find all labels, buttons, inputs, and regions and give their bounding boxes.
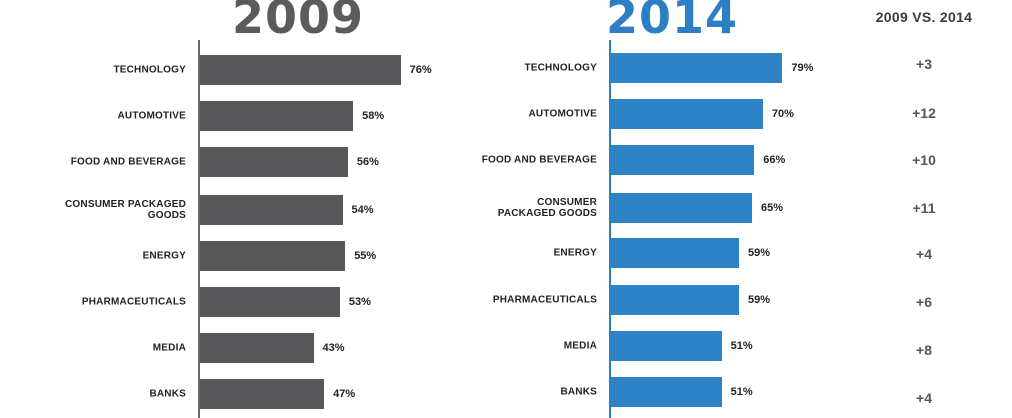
category-label-2014: TECHNOLOGY <box>524 62 597 74</box>
category-label-2009: PHARMACEUTICALS <box>81 296 186 308</box>
bar-2014 <box>611 99 763 129</box>
value-label-2009: 47% <box>333 388 356 400</box>
comparison-title: 2009 VS. 2014 <box>875 9 973 25</box>
bar-2009 <box>200 287 340 317</box>
category-label-2009: CONSUMER PACKAGED GOODS <box>65 199 186 221</box>
value-label-2014: 70% <box>771 108 794 120</box>
value-label-2009: 76% <box>409 64 432 76</box>
bar-2014 <box>611 145 755 175</box>
axis-line-2009 <box>198 40 200 418</box>
axis-line-2014 <box>609 40 611 418</box>
category-label-2014: AUTOMOTIVE <box>528 108 597 120</box>
bar-2009 <box>200 55 401 85</box>
value-label-2009: 43% <box>322 342 345 354</box>
bar-2014 <box>611 331 722 361</box>
value-label-2014: 79% <box>791 62 814 74</box>
change-label: +10 <box>912 152 936 168</box>
category-label-2009: MEDIA <box>152 342 186 354</box>
category-label-2014: BANKS <box>560 386 597 398</box>
change-label: +6 <box>916 294 932 310</box>
change-label: +4 <box>916 390 932 406</box>
title-2014: 2014 <box>606 0 739 44</box>
value-label-2009: 55% <box>354 250 377 262</box>
bar-2014 <box>611 193 753 223</box>
category-label-2009: FOOD AND BEVERAGE <box>70 156 186 168</box>
change-label: +8 <box>916 342 932 358</box>
value-label-2009: 54% <box>351 204 374 216</box>
value-label-2014: 51% <box>730 340 753 352</box>
value-label-2009: 58% <box>362 110 385 122</box>
category-label-2009: ENERGY <box>142 250 186 262</box>
bar-2009 <box>200 379 325 409</box>
value-label-2009: 56% <box>356 156 379 168</box>
category-label-2014: CONSUMER PACKAGED GOODS <box>497 197 597 219</box>
value-label-2014: 59% <box>748 294 771 306</box>
value-label-2014: 59% <box>748 247 771 259</box>
bar-2009 <box>200 333 314 363</box>
category-label-2009: BANKS <box>149 388 186 400</box>
bar-2009 <box>200 241 346 271</box>
bar-2009 <box>200 195 343 225</box>
bar-2009 <box>200 101 354 131</box>
category-label-2009: AUTOMOTIVE <box>117 110 186 122</box>
bar-2009 <box>200 147 348 177</box>
category-label-2009: TECHNOLOGY <box>113 64 186 76</box>
value-label-2014: 65% <box>761 202 784 214</box>
bar-2014 <box>611 53 783 83</box>
change-label: +11 <box>912 200 936 216</box>
value-label-2014: 51% <box>730 386 753 398</box>
bar-2014 <box>611 377 722 407</box>
change-label: +12 <box>912 105 936 121</box>
value-label-2014: 66% <box>763 154 786 166</box>
change-label: +3 <box>916 56 932 72</box>
category-label-2014: ENERGY <box>553 247 597 259</box>
category-label-2014: MEDIA <box>563 340 597 352</box>
bar-2014 <box>611 238 740 268</box>
category-label-2014: PHARMACEUTICALS <box>492 294 597 306</box>
change-label: +4 <box>916 246 932 262</box>
value-label-2009: 53% <box>348 296 371 308</box>
category-label-2014: FOOD AND BEVERAGE <box>481 154 597 166</box>
bar-2014 <box>611 285 740 315</box>
title-2009: 2009 <box>232 0 365 44</box>
